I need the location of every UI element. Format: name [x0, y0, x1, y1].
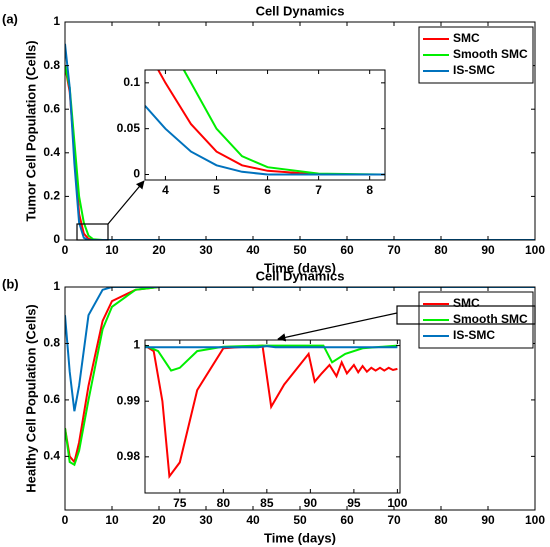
x-tick-label: 30 [199, 243, 213, 257]
x-tick-label: 100 [525, 513, 545, 527]
x-tick-label: 85 [260, 496, 274, 510]
series-line [182, 70, 385, 176]
y-tick-label: 0.6 [43, 392, 60, 406]
x-tick-label: 70 [387, 243, 401, 257]
x-tick-label: 20 [152, 513, 166, 527]
y-tick-label: 0.4 [43, 145, 60, 159]
x-tick-label: 90 [481, 243, 495, 257]
series-line [65, 43, 535, 240]
plot-area [145, 70, 385, 180]
x-tick-label: 80 [217, 496, 231, 510]
y-tick-label: 0 [133, 167, 140, 181]
x-tick-label: 75 [173, 496, 187, 510]
legend-label: IS-SMC [453, 328, 495, 342]
axes-frame [144, 69, 386, 181]
y-tick-label: 0.8 [43, 336, 60, 350]
x-tick-label: 50 [293, 243, 307, 257]
legend-label: Smooth SMC [453, 312, 528, 326]
legend-label: IS-SMC [453, 63, 495, 77]
zoom-arrow [277, 312, 398, 342]
x-axis-label: Time (days) [264, 260, 336, 275]
chart-title: Cell Dynamics [256, 3, 345, 18]
zoom-arrow [107, 180, 145, 225]
y-tick-label: 0.1 [123, 75, 140, 89]
zoom-box [76, 223, 109, 241]
legend-label: SMC [453, 296, 480, 310]
y-tick-label: 0.05 [117, 121, 141, 135]
x-tick-label: 5 [213, 183, 220, 197]
x-tick-label: 8 [366, 183, 373, 197]
x-tick-label: 90 [481, 513, 495, 527]
x-tick-label: 20 [152, 243, 166, 257]
x-tick-label: 80 [434, 513, 448, 527]
y-tick-label: 1 [133, 338, 140, 352]
y-axis-label: Healthy Cell Population (Cells) [23, 304, 38, 493]
axes-frame [144, 339, 401, 494]
x-tick-label: 0 [62, 513, 69, 527]
y-tick-label: 0.8 [43, 58, 60, 72]
y-tick-label: 0.2 [43, 189, 60, 203]
x-tick-label: 4 [162, 183, 169, 197]
x-tick-label: 10 [105, 243, 119, 257]
y-tick-label: 0.99 [117, 393, 141, 407]
x-tick-label: 6 [264, 183, 271, 197]
y-axis-label: Tumor Cell Population (Cells) [23, 40, 38, 221]
series-line [145, 344, 398, 479]
chart-title: Cell Dynamics [256, 268, 345, 283]
x-tick-label: 0 [62, 243, 69, 257]
y-tick-label: 0 [53, 232, 60, 246]
x-axis-label: Time (days) [264, 530, 336, 545]
x-tick-label: 60 [340, 243, 354, 257]
x-tick-label: 40 [246, 243, 260, 257]
zoom-box [396, 305, 536, 325]
panel-label: (a) [2, 11, 18, 26]
x-tick-label: 95 [347, 496, 361, 510]
legend-box [418, 26, 534, 84]
series-line [65, 287, 535, 467]
y-tick-label: 0.4 [43, 449, 60, 463]
x-tick-label: 10 [105, 513, 119, 527]
series-line [145, 345, 398, 349]
y-tick-label: 1 [53, 14, 60, 28]
x-tick-label: 40 [246, 513, 260, 527]
x-tick-label: 80 [434, 243, 448, 257]
x-tick-label: 90 [304, 496, 318, 510]
x-tick-label: 50 [293, 513, 307, 527]
y-tick-label: 0.6 [43, 101, 60, 115]
plot-area [145, 340, 400, 493]
legend-label: SMC [453, 31, 480, 45]
series-line [145, 105, 385, 176]
x-tick-label: 100 [387, 496, 407, 510]
x-tick-label: 7 [315, 183, 322, 197]
x-tick-label: 60 [340, 513, 354, 527]
series-line [145, 344, 398, 372]
x-tick-label: 30 [199, 513, 213, 527]
y-tick-label: 1 [53, 279, 60, 293]
x-tick-label: 70 [387, 513, 401, 527]
y-tick-label: 0.98 [117, 449, 141, 463]
legend-label: Smooth SMC [453, 47, 528, 61]
series-line [65, 287, 535, 412]
panel-label: (b) [2, 276, 19, 291]
x-tick-label: 100 [525, 243, 545, 257]
